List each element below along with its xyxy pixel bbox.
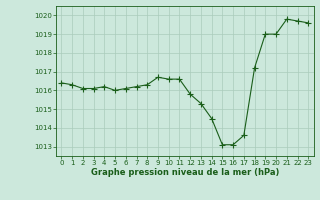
X-axis label: Graphe pression niveau de la mer (hPa): Graphe pression niveau de la mer (hPa) <box>91 168 279 177</box>
